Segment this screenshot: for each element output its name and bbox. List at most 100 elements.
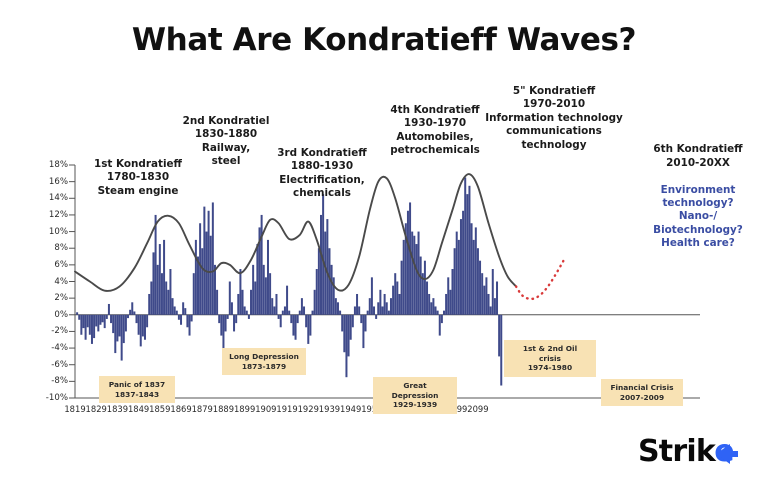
chart-bar bbox=[400, 260, 403, 315]
chart-bar bbox=[470, 223, 473, 315]
x-tick-label: 1849 bbox=[127, 404, 150, 414]
chart-bar bbox=[402, 239, 405, 315]
chart-bar bbox=[476, 248, 479, 315]
chart-bar bbox=[273, 306, 276, 315]
x-tick-label: 1839 bbox=[106, 404, 129, 414]
chart-bar bbox=[129, 309, 132, 315]
chart-bar bbox=[349, 314, 352, 340]
y-tick-label: 6% bbox=[54, 259, 68, 270]
fifth-kondratieff-annotation: 5" Kondratieff 1970-2010 Information tec… bbox=[485, 85, 623, 151]
long-depression-callout: Long Depression 1873-1879 bbox=[222, 348, 306, 376]
x-tick-label: 1829 bbox=[85, 404, 107, 414]
chart-bar bbox=[479, 260, 482, 315]
chart-bar bbox=[406, 210, 409, 315]
chart-bar bbox=[207, 210, 210, 315]
chart-bar bbox=[188, 314, 191, 336]
chart-bar bbox=[392, 285, 395, 315]
chart-bar bbox=[347, 314, 350, 357]
chart-bar bbox=[266, 239, 269, 315]
chart-bar bbox=[90, 314, 93, 344]
chart-bar bbox=[332, 277, 335, 315]
chart-bar bbox=[218, 314, 221, 324]
chart-bar bbox=[277, 314, 280, 319]
chart-bar bbox=[150, 281, 153, 315]
chart-bar bbox=[82, 314, 85, 329]
chart-bar bbox=[398, 293, 401, 315]
chart-bar bbox=[127, 314, 130, 319]
chart-bar bbox=[294, 314, 297, 340]
chart-bar bbox=[239, 269, 242, 315]
chart-bar bbox=[368, 298, 371, 315]
chart-bar bbox=[457, 239, 460, 315]
chart-bar bbox=[426, 281, 429, 315]
chart-bar bbox=[453, 248, 456, 315]
chart-bar bbox=[404, 223, 407, 315]
chart-bar bbox=[271, 298, 274, 315]
bar-series bbox=[76, 177, 503, 386]
chart-bar bbox=[148, 293, 151, 315]
chart-bar bbox=[260, 214, 263, 315]
x-tick-label: 1859 bbox=[149, 404, 171, 414]
chart-bar bbox=[468, 185, 471, 315]
chart-bar bbox=[394, 273, 397, 315]
chart-bar bbox=[203, 206, 206, 315]
chart-bar bbox=[101, 314, 104, 323]
chart-bar bbox=[131, 302, 134, 315]
chart-bar bbox=[160, 273, 163, 315]
chart-bar bbox=[120, 314, 123, 361]
chart-bar bbox=[436, 310, 439, 315]
x-tick-label: 1869 bbox=[170, 404, 192, 414]
chart-bar bbox=[322, 194, 325, 315]
chart-bar bbox=[258, 227, 261, 315]
chart-bar bbox=[112, 314, 115, 334]
chart-bar bbox=[358, 306, 361, 315]
y-tick-label: 18% bbox=[48, 160, 68, 170]
chart-bar bbox=[455, 231, 458, 315]
chart-bar bbox=[256, 244, 259, 315]
chart-bar bbox=[423, 260, 426, 315]
chart-bar bbox=[133, 311, 136, 315]
wave-path bbox=[74, 173, 518, 292]
chart-bar bbox=[97, 314, 100, 332]
x-tick-label: 1909 bbox=[255, 404, 277, 414]
x-tick-label: 2099 bbox=[467, 404, 489, 414]
chart-bar bbox=[86, 314, 89, 328]
chart-bar bbox=[447, 277, 450, 315]
y-tick-label: 14% bbox=[48, 193, 68, 204]
chart-bar bbox=[485, 277, 488, 315]
chart-bar bbox=[462, 210, 465, 315]
chart-bar bbox=[411, 231, 414, 315]
chart-bar bbox=[330, 264, 333, 315]
chart-bar bbox=[430, 302, 433, 315]
chart-bar bbox=[124, 314, 127, 332]
chart-bar bbox=[487, 293, 490, 315]
chart-bar bbox=[451, 269, 454, 315]
chart-bar bbox=[228, 281, 231, 315]
chart-bar bbox=[305, 314, 308, 328]
chart-bar bbox=[122, 314, 125, 344]
chart-bar bbox=[216, 289, 219, 315]
chart-bar bbox=[167, 289, 170, 315]
chart-bar bbox=[366, 310, 369, 315]
chart-bar bbox=[135, 314, 138, 324]
oil-crisis-callout: 1st & 2nd Oil crisis 1974-1980 bbox=[504, 340, 596, 377]
chart-bar bbox=[288, 310, 291, 315]
chart-bar bbox=[118, 314, 121, 337]
chart-bar bbox=[326, 219, 329, 315]
chart-bar bbox=[409, 202, 412, 315]
logo-text-strik: Stri bbox=[638, 434, 697, 469]
chart-bar bbox=[213, 264, 216, 315]
y-tick-label: 2% bbox=[54, 293, 68, 304]
chart-bar bbox=[443, 310, 445, 315]
chart-bar bbox=[336, 302, 339, 315]
chart-bar bbox=[264, 277, 267, 315]
chart-bar bbox=[438, 314, 441, 336]
chart-bar bbox=[222, 314, 225, 349]
x-tick-label: 1889 bbox=[212, 404, 235, 414]
chart-bar bbox=[440, 314, 443, 324]
x-tick-label: 1959 bbox=[361, 404, 383, 414]
chart-bar bbox=[171, 298, 174, 315]
y-tick-label: 4% bbox=[54, 276, 68, 287]
y-axis-labels: 18% 16% 14% 12% 10% 8% 6% 4% 2% 0% -2% -4% -6% -8% -10… bbox=[28, 0, 68, 480]
chart-bar bbox=[290, 314, 293, 324]
